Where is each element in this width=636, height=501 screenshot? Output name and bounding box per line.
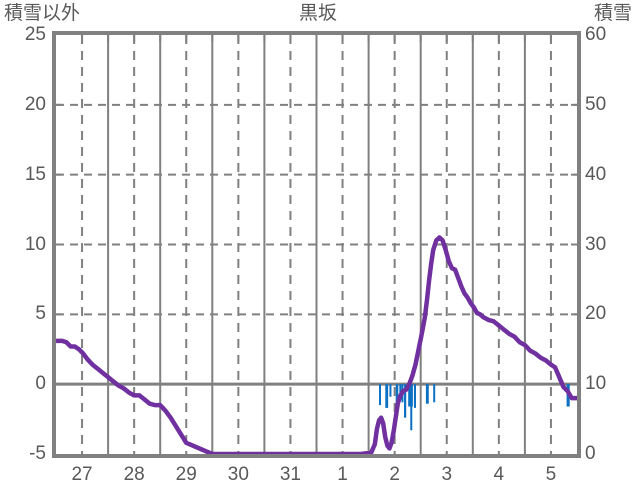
snow-bar — [379, 384, 382, 406]
precip-line — [56, 235, 577, 454]
snow-bar — [425, 384, 429, 404]
snow-bar — [399, 384, 402, 397]
snow-bar — [413, 384, 417, 408]
left-axis-title: 積雪以外 — [4, 3, 81, 24]
right-tick-label: 0 — [585, 443, 596, 464]
snow-bar — [389, 384, 392, 397]
x-tick-label: 28 — [123, 464, 145, 485]
snow-bar — [404, 384, 407, 418]
right-tick-label: 20 — [585, 303, 607, 325]
right-axis-ticks: 60 50 40 30 20 10 0 — [585, 0, 636, 501]
left-axis-ticks: 25 20 15 10 5 0 -5 — [0, 0, 46, 501]
snow-bar — [410, 384, 413, 431]
snow-bar — [395, 384, 399, 413]
left-tick-label: 10 — [24, 233, 46, 255]
right-tick-label: 30 — [585, 233, 607, 255]
x-tick-label: 2 — [389, 464, 400, 485]
x-tick-label: 29 — [175, 464, 197, 485]
chart-svg — [56, 35, 577, 454]
x-tick-label: 4 — [493, 464, 505, 485]
plot-canvas — [56, 35, 577, 454]
right-tick-label: 60 — [585, 24, 607, 45]
x-tick-label: 31 — [279, 464, 301, 485]
left-tick-label: -5 — [29, 443, 46, 464]
x-tick-label: 5 — [545, 464, 557, 485]
x-tick-label: 27 — [71, 464, 93, 485]
left-tick-label: 15 — [24, 163, 46, 185]
plot-area — [52, 31, 581, 458]
left-tick-label: 20 — [24, 93, 46, 115]
left-tick-label: 0 — [35, 373, 46, 395]
right-tick-label: 10 — [585, 373, 607, 395]
page-title: 黒坂 — [298, 3, 337, 24]
snow-bar — [385, 384, 389, 408]
x-tick-label: 30 — [227, 464, 249, 485]
left-tick-label: 25 — [24, 24, 46, 45]
right-tick-label: 50 — [585, 93, 607, 115]
left-tick-label: 5 — [35, 303, 46, 325]
snow-bar — [433, 384, 436, 403]
right-axis-title: 積雪 — [593, 3, 632, 24]
right-tick-label: 40 — [585, 163, 607, 185]
x-tick-label: 3 — [441, 464, 453, 485]
x-tick-label: 1 — [337, 464, 348, 485]
